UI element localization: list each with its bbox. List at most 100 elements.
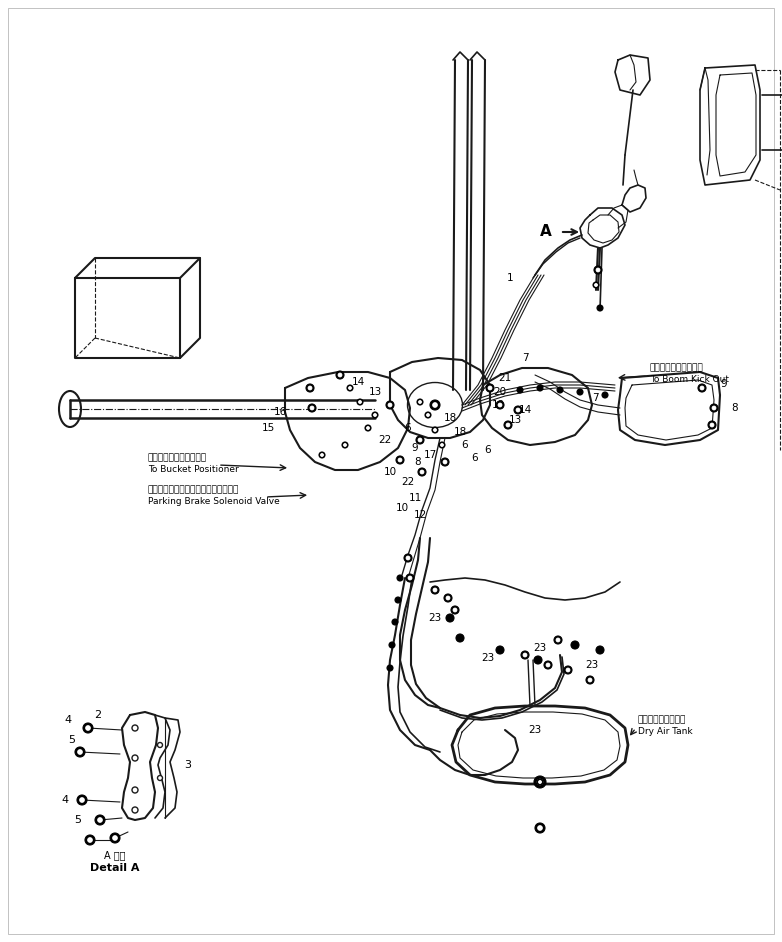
Circle shape	[571, 641, 579, 649]
Circle shape	[374, 414, 376, 416]
Circle shape	[537, 385, 543, 391]
Circle shape	[534, 656, 542, 664]
Circle shape	[418, 468, 426, 476]
Circle shape	[564, 666, 572, 674]
Text: 4: 4	[64, 715, 72, 725]
Circle shape	[349, 386, 351, 389]
Text: 13: 13	[368, 387, 382, 397]
Circle shape	[537, 779, 543, 785]
Circle shape	[395, 597, 401, 603]
Text: 15: 15	[261, 423, 274, 433]
Text: Parking Brake Solenoid Valve: Parking Brake Solenoid Valve	[148, 497, 280, 507]
Circle shape	[88, 837, 92, 842]
Circle shape	[113, 836, 117, 840]
Text: 7: 7	[522, 353, 529, 363]
Text: 13: 13	[508, 415, 522, 425]
Circle shape	[534, 776, 546, 788]
Text: 20: 20	[493, 387, 507, 397]
Circle shape	[132, 725, 138, 731]
Circle shape	[347, 385, 353, 391]
Circle shape	[443, 461, 447, 463]
Circle shape	[406, 574, 414, 582]
Circle shape	[418, 438, 421, 442]
Circle shape	[310, 406, 314, 410]
Circle shape	[602, 392, 608, 398]
Circle shape	[596, 646, 604, 654]
Circle shape	[98, 818, 102, 822]
Text: 17: 17	[423, 450, 436, 460]
Text: To Boom Kick Out: To Boom Kick Out	[650, 376, 729, 384]
Text: ブームキックアウトへ: ブームキックアウトへ	[650, 364, 704, 372]
Circle shape	[557, 387, 563, 393]
Circle shape	[357, 399, 363, 405]
Circle shape	[404, 554, 412, 562]
Circle shape	[417, 399, 423, 405]
Circle shape	[132, 787, 138, 793]
Text: 7: 7	[592, 393, 598, 403]
Circle shape	[586, 676, 594, 684]
Circle shape	[596, 268, 600, 272]
Circle shape	[544, 661, 552, 669]
Circle shape	[406, 556, 410, 560]
Circle shape	[132, 807, 138, 813]
Circle shape	[588, 678, 592, 682]
Circle shape	[338, 373, 342, 377]
Text: A: A	[540, 224, 552, 239]
Circle shape	[498, 403, 502, 407]
Circle shape	[514, 406, 522, 414]
Circle shape	[594, 266, 602, 274]
Circle shape	[486, 384, 494, 392]
Text: 23: 23	[482, 653, 495, 663]
Text: 23: 23	[429, 613, 442, 623]
Circle shape	[418, 400, 421, 403]
Text: 23: 23	[586, 660, 599, 670]
Text: To Bucket Positioner: To Bucket Positioner	[148, 465, 239, 475]
Circle shape	[516, 408, 520, 412]
Text: 18: 18	[454, 427, 467, 437]
Circle shape	[444, 594, 452, 602]
Circle shape	[321, 454, 323, 456]
Text: 4: 4	[62, 795, 69, 805]
Circle shape	[593, 282, 599, 288]
Circle shape	[398, 458, 402, 462]
Circle shape	[367, 427, 369, 430]
Circle shape	[712, 406, 716, 410]
Text: 6: 6	[472, 453, 479, 463]
Circle shape	[86, 725, 90, 730]
Text: 16: 16	[274, 407, 287, 417]
Circle shape	[537, 779, 543, 785]
Circle shape	[308, 404, 316, 412]
Text: 9: 9	[411, 443, 418, 453]
Text: 10: 10	[396, 503, 408, 513]
Circle shape	[710, 404, 718, 412]
Circle shape	[710, 423, 714, 427]
Text: 14: 14	[351, 377, 364, 387]
Circle shape	[441, 458, 449, 466]
Circle shape	[336, 371, 344, 379]
Text: 22: 22	[378, 435, 392, 445]
Circle shape	[506, 423, 510, 427]
Circle shape	[386, 401, 394, 409]
Circle shape	[708, 421, 716, 429]
Text: 1: 1	[507, 273, 513, 283]
Circle shape	[388, 403, 392, 407]
Text: 6: 6	[461, 440, 468, 450]
Text: 8: 8	[414, 457, 421, 467]
Circle shape	[440, 444, 443, 447]
Circle shape	[433, 588, 437, 592]
Text: パーキングブレーキソレノイドバルブ: パーキングブレーキソレノイドバルブ	[148, 485, 239, 495]
Circle shape	[556, 638, 560, 642]
Circle shape	[308, 386, 312, 390]
Circle shape	[698, 384, 706, 392]
Circle shape	[431, 586, 439, 594]
Circle shape	[432, 403, 437, 407]
Circle shape	[416, 436, 424, 444]
Text: 5: 5	[74, 815, 81, 825]
Circle shape	[343, 444, 346, 447]
Circle shape	[546, 663, 550, 667]
Circle shape	[517, 387, 523, 393]
Circle shape	[80, 798, 84, 803]
Circle shape	[496, 401, 504, 409]
Circle shape	[594, 284, 597, 286]
Circle shape	[434, 429, 436, 431]
